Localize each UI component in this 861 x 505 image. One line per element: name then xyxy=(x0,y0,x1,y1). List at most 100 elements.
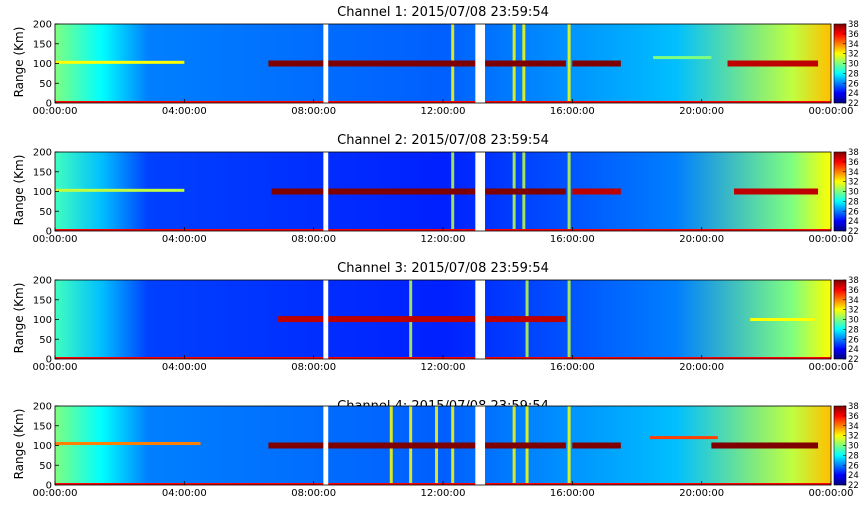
colorbar-tick-label: 28 xyxy=(848,197,859,207)
colorbar-tick-label: 36 xyxy=(848,30,859,40)
colorbar-tick-label: 34 xyxy=(848,296,859,306)
vertical-streak xyxy=(567,280,571,359)
data-gap xyxy=(323,151,329,232)
colorbar-tick-label: 26 xyxy=(848,335,859,345)
colorbar-tick-label: 30 xyxy=(848,60,859,70)
echo-layer xyxy=(750,318,815,321)
colorbar-tick-label: 24 xyxy=(848,345,859,355)
colorbar-tick-label: 38 xyxy=(848,20,859,30)
colorbar-tick-label: 22 xyxy=(848,227,859,237)
colorbar-tick-label: 38 xyxy=(848,276,859,286)
x-tick-label: 00:00:00 xyxy=(809,362,854,373)
panel-1-ylabel: Range (Km) xyxy=(12,27,26,98)
data-gap xyxy=(323,405,329,486)
colorbar-tick-label: 26 xyxy=(848,79,859,89)
y-tick-label: 150 xyxy=(33,39,52,50)
y-tick-label: 150 xyxy=(33,167,52,178)
x-tick-label: 08:00:00 xyxy=(291,234,336,245)
colorbar-tick-label: 30 xyxy=(848,442,859,452)
x-tick-label: 00:00:00 xyxy=(809,488,854,499)
colorbar-tick-label: 36 xyxy=(848,286,859,296)
x-tick-label: 00:00:00 xyxy=(33,106,78,117)
panel-2: Channel 2: 2015/07/08 23:59:54 Range (Km… xyxy=(12,133,549,225)
y-tick-label: 100 xyxy=(33,315,52,326)
y-tick-label: 100 xyxy=(33,441,52,452)
colorbar-tick-label: 28 xyxy=(848,325,859,335)
x-tick-label: 20:00:00 xyxy=(679,488,724,499)
colorbar-tick-label: 22 xyxy=(848,481,859,491)
colorbar-tick-label: 26 xyxy=(848,207,859,217)
data-gap xyxy=(475,151,486,232)
y-tick-label: 200 xyxy=(33,20,52,31)
panel-1-plot: 0 50 100 150 200 00:00:00 04:00:00 08:00:00 12:0… xyxy=(33,20,859,118)
colorbar-tick-label: 34 xyxy=(848,40,859,50)
y-tick-label: 150 xyxy=(33,295,52,306)
x-tick-label: 20:00:00 xyxy=(679,106,724,117)
y-tick-label: 50 xyxy=(39,79,52,90)
data-gap xyxy=(323,23,329,104)
data-gap xyxy=(475,279,486,360)
x-tick-label: 00:00:00 xyxy=(33,234,78,245)
echo-layer xyxy=(271,188,566,195)
y-tick-label: 0 xyxy=(46,355,52,366)
colorbar-tick-label: 24 xyxy=(848,217,859,227)
colorbar-tick-label: 22 xyxy=(848,355,859,365)
echo-layer xyxy=(734,188,819,195)
colorbar-tick-label: 22 xyxy=(848,99,859,109)
panel-2-ylabel: Range (Km) xyxy=(12,155,26,226)
y-tick-label: 50 xyxy=(39,461,52,472)
x-tick-label: 16:00:00 xyxy=(550,362,595,373)
colorbar-tick-label: 32 xyxy=(848,306,859,316)
panel-4-ylabel: Range (Km) xyxy=(12,409,26,480)
x-tick-label: 12:00:00 xyxy=(421,488,466,499)
panel-3-title: Channel 3: 2015/07/08 23:59:54 xyxy=(337,261,549,276)
x-tick-label: 08:00:00 xyxy=(291,488,336,499)
y-tick-label: 0 xyxy=(46,227,52,238)
data-gap xyxy=(475,23,486,104)
colorbar-tick-label: 34 xyxy=(848,168,859,178)
colorbar-tick-label: 30 xyxy=(848,316,859,326)
panel-3-ylabel: Range (Km) xyxy=(12,283,26,354)
echo-layer xyxy=(727,60,819,67)
y-tick-label: 200 xyxy=(33,276,52,287)
x-tick-label: 12:00:00 xyxy=(421,234,466,245)
y-tick-label: 50 xyxy=(39,335,52,346)
echo-layer xyxy=(653,56,712,60)
colorbar-tick-label: 26 xyxy=(848,461,859,471)
colorbar-tick-label: 24 xyxy=(848,89,859,99)
echo-layer xyxy=(55,442,201,446)
vertical-streak xyxy=(567,406,571,485)
echo-layer xyxy=(55,60,185,64)
x-tick-label: 16:00:00 xyxy=(550,106,595,117)
x-tick-label: 12:00:00 xyxy=(421,106,466,117)
y-tick-label: 100 xyxy=(33,187,52,198)
panel-1-title: Channel 1: 2015/07/08 23:59:54 xyxy=(337,5,549,20)
echo-layer xyxy=(268,60,566,67)
x-tick-label: 12:00:00 xyxy=(421,362,466,373)
colorbar-tick-label: 38 xyxy=(848,148,859,158)
y-tick-label: 0 xyxy=(46,481,52,492)
colorbar-tick-label: 30 xyxy=(848,188,859,198)
echo-layer xyxy=(572,442,621,449)
x-tick-label: 20:00:00 xyxy=(679,234,724,245)
echo-layer xyxy=(572,188,621,195)
y-tick-label: 50 xyxy=(39,207,52,218)
colorbar-tick-label: 28 xyxy=(848,451,859,461)
x-tick-label: 16:00:00 xyxy=(550,234,595,245)
x-tick-label: 08:00:00 xyxy=(291,362,336,373)
x-tick-label: 04:00:00 xyxy=(162,488,207,499)
x-tick-label: 04:00:00 xyxy=(162,362,207,373)
x-tick-label: 08:00:00 xyxy=(291,106,336,117)
panel-2-plot: 0 50 100 150 200 00:00:00 04:00:00 08:00:00 12:0… xyxy=(33,148,859,246)
colorbar-tick-label: 38 xyxy=(848,402,859,412)
x-tick-label: 04:00:00 xyxy=(162,234,207,245)
x-tick-label: 16:00:00 xyxy=(550,488,595,499)
y-tick-label: 150 xyxy=(33,421,52,432)
x-tick-label: 00:00:00 xyxy=(809,106,854,117)
colorbar-tick-label: 28 xyxy=(848,69,859,79)
y-tick-label: 100 xyxy=(33,59,52,70)
colorbar-tick-label: 32 xyxy=(848,178,859,188)
x-tick-label: 20:00:00 xyxy=(679,362,724,373)
data-gap xyxy=(475,405,486,486)
